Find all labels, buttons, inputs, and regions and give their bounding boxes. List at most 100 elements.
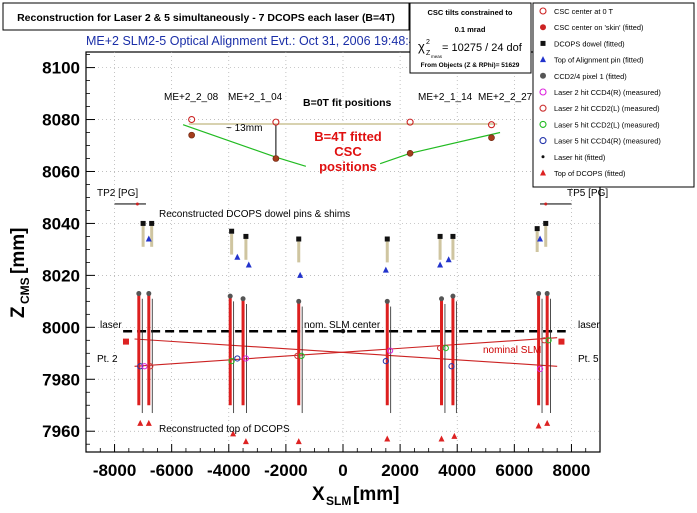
laser-hit-point: [448, 363, 455, 370]
ccd-pixel-point: [296, 298, 302, 304]
alignment-pin-point: [145, 235, 152, 242]
legend-entry: Laser 2 hit CCD4(R) (measured): [539, 88, 661, 97]
chi-superscript: 2: [426, 39, 430, 46]
chart-subtitle: ME+2 SLM2-5 Optical Alignment Evt.: Oct …: [86, 34, 423, 48]
alignment-pin-point: [245, 261, 252, 268]
label-me-2-2-08: ME+2_2_08: [164, 92, 219, 103]
laser-hit-point: [298, 352, 305, 359]
legend-entry: Top of DCOPS (fitted): [540, 169, 625, 178]
y-tick-label: 8020: [42, 266, 80, 285]
chart-title: Reconstruction for Laser 2 & 5 simultane…: [17, 12, 395, 24]
ccd-pixel-point: [450, 293, 456, 299]
label-b4-line-3: positions: [319, 159, 377, 174]
laser-hit-point: [147, 363, 154, 370]
stats-line-1: CSC tilts constrained to: [427, 8, 512, 17]
stats-box: [409, 2, 532, 74]
label-me-2-1-14: ME+2_1_14: [418, 92, 473, 103]
legend-entry: DCOPS dowel (fitted): [540, 39, 625, 48]
label-13mm: ~ 13mm: [226, 123, 262, 134]
alignment-pin-point: [537, 235, 544, 242]
csc-fitted-point: [406, 149, 414, 157]
legend-marker: [540, 169, 546, 176]
label-nominal-slm: nominal SLM: [483, 345, 541, 356]
csc-0t-point: [406, 118, 414, 126]
legend-entry: CCD2/4 pixel 1 (fitted): [540, 72, 627, 81]
laser-hit-point: [242, 355, 250, 362]
label-slm-center: nom. SLM center: [304, 320, 381, 331]
legend-marker: [540, 40, 546, 46]
ccd-pixel-point: [240, 296, 246, 302]
laser-2-marker: [122, 338, 129, 345]
ccd-pixel-point: [544, 291, 550, 297]
top-dcops-point: [145, 419, 152, 426]
chi-subscript: Z: [426, 50, 431, 57]
y-tick-label: 7960: [42, 422, 80, 441]
legend-label: Laser 5 hit CCD2(L) (measured): [554, 120, 660, 129]
y-tick-label: 7980: [42, 370, 80, 389]
dcops-dowel-point: [140, 220, 146, 226]
laser-5-marker: [558, 338, 565, 345]
laser-hit-point: [436, 345, 444, 352]
label-tp2: TP2 [PG]: [97, 188, 138, 199]
x-tick-label: -8000: [93, 461, 136, 480]
laser-hit-point: [141, 363, 148, 370]
label-top-dcops: Reconstructed top of DCOPS: [159, 424, 290, 435]
alignment-pin-point: [234, 253, 241, 260]
dcops-dowel-point: [229, 228, 235, 234]
label-pt5: Pt. 5: [578, 354, 599, 365]
legend-box: [532, 2, 695, 188]
top-dcops-point: [137, 419, 144, 426]
legend-entry: CSC center on 'skin' (fitted): [540, 23, 644, 32]
dcops-dowel-point: [437, 233, 443, 239]
label-b4-line-2: CSC: [334, 144, 362, 159]
dcops-dowel-point: [450, 233, 456, 239]
legend-entry: Laser hit (fitted): [541, 153, 605, 162]
laser-hit-point: [294, 352, 301, 359]
legend-entry: Laser 5 hit CCD4(R) (measured): [539, 137, 661, 146]
y-tick-label: 8040: [42, 214, 80, 233]
csc-0t-point: [272, 118, 280, 126]
legend-entry: Top of Alignment pin (fitted): [540, 56, 644, 65]
annotations: ME+2_2_08 ME+2_1_04 ME+2_1_14 ME+2_2_27 …: [97, 92, 608, 435]
label-dowel-pins: Reconstructed DCOPS dowel pins & shims: [159, 209, 350, 220]
dcops-dowel-point: [243, 233, 249, 239]
fit-lines-layer: [114, 122, 572, 414]
alignment-pin-point: [382, 266, 389, 273]
x-tick-label: -6000: [150, 461, 193, 480]
x-axis-title-unit: [mm]: [353, 484, 399, 505]
top-dcops-point: [438, 435, 445, 442]
x-tick-label: 4000: [438, 461, 476, 480]
top-dcops-point: [535, 422, 542, 429]
csc-fitted-point: [488, 134, 495, 142]
label-b0-fit: B=0T fit positions: [303, 97, 392, 109]
legend-label: CCD2/4 pixel 1 (fitted): [554, 72, 627, 81]
laser-hit-point: [536, 365, 544, 372]
legend-marker: [539, 104, 547, 112]
laser-hit-point: [545, 337, 552, 344]
dcops-dowel-point: [149, 220, 155, 226]
label-tp5: TP5 [PG]: [567, 188, 608, 199]
legend-label: DCOPS dowel (fitted): [554, 39, 625, 48]
y-tick-label: 8000: [42, 318, 80, 337]
legend-label: CSC center on 'skin' (fitted): [554, 23, 644, 32]
plot-frame-layer: -8000 -6000 -4000 -2000 0 2000 4000 6000 8000 796…: [42, 51, 601, 480]
laser-hit-point: [234, 355, 241, 362]
slm-center-point: [340, 329, 346, 334]
laser-hit-point: [382, 357, 389, 365]
x-tick-label: 8000: [553, 461, 591, 480]
legend-label: Laser 2 hit CCD4(R) (measured): [554, 88, 661, 97]
alignment-pin-point: [445, 256, 452, 263]
top-dcops-point: [544, 419, 551, 426]
top-dcops-point: [242, 438, 249, 445]
x-axis-title-sub: SLM: [326, 494, 351, 508]
csc-0t-point: [188, 115, 196, 124]
ccd-pixel-point: [146, 291, 152, 297]
y-tick-label: 8100: [42, 59, 80, 78]
stats-line-2: 0.1 mrad: [455, 25, 486, 34]
laser-hit-point: [228, 357, 235, 365]
ccd-pixel-point: [136, 291, 142, 297]
alignment-pin-point: [297, 271, 304, 278]
label-laser-left: laser: [100, 320, 122, 331]
ccd-pixel-point: [384, 298, 390, 304]
